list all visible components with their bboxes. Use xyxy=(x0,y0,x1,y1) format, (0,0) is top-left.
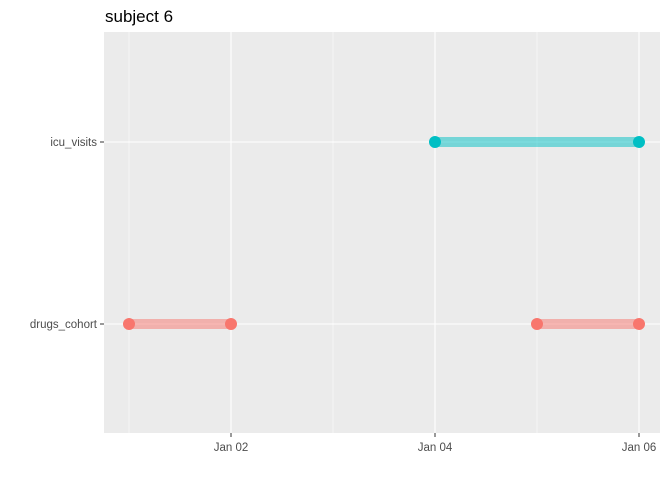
segment-start-point xyxy=(429,136,441,148)
x-tick-label: Jan 06 xyxy=(622,442,657,454)
y-tick-label: drugs_cohort xyxy=(30,319,98,331)
segment-start-point xyxy=(123,318,135,330)
segment-end-point xyxy=(633,136,645,148)
chart-title: subject 6 xyxy=(105,7,173,26)
plot-panel xyxy=(104,32,660,433)
x-tick-label: Jan 02 xyxy=(214,442,249,454)
axes: Jan 02 Jan 04 Jan 06 drugs_cohort icu_visits xyxy=(30,137,656,454)
timeline-segments xyxy=(123,136,645,330)
x-tick-label: Jan 04 xyxy=(418,442,453,454)
segment-start-point xyxy=(531,318,543,330)
segment-end-point xyxy=(225,318,237,330)
segment-end-point xyxy=(633,318,645,330)
y-tick-label: icu_visits xyxy=(50,137,97,149)
